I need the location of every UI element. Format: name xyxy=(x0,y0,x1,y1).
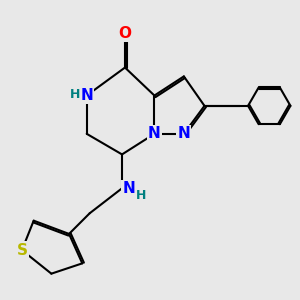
Text: O: O xyxy=(118,26,131,41)
Text: S: S xyxy=(16,243,27,258)
Text: N: N xyxy=(148,126,161,141)
Text: H: H xyxy=(70,88,81,100)
Text: N: N xyxy=(122,181,135,196)
Text: N: N xyxy=(178,126,190,141)
Text: N: N xyxy=(80,88,93,103)
Text: H: H xyxy=(136,189,146,202)
